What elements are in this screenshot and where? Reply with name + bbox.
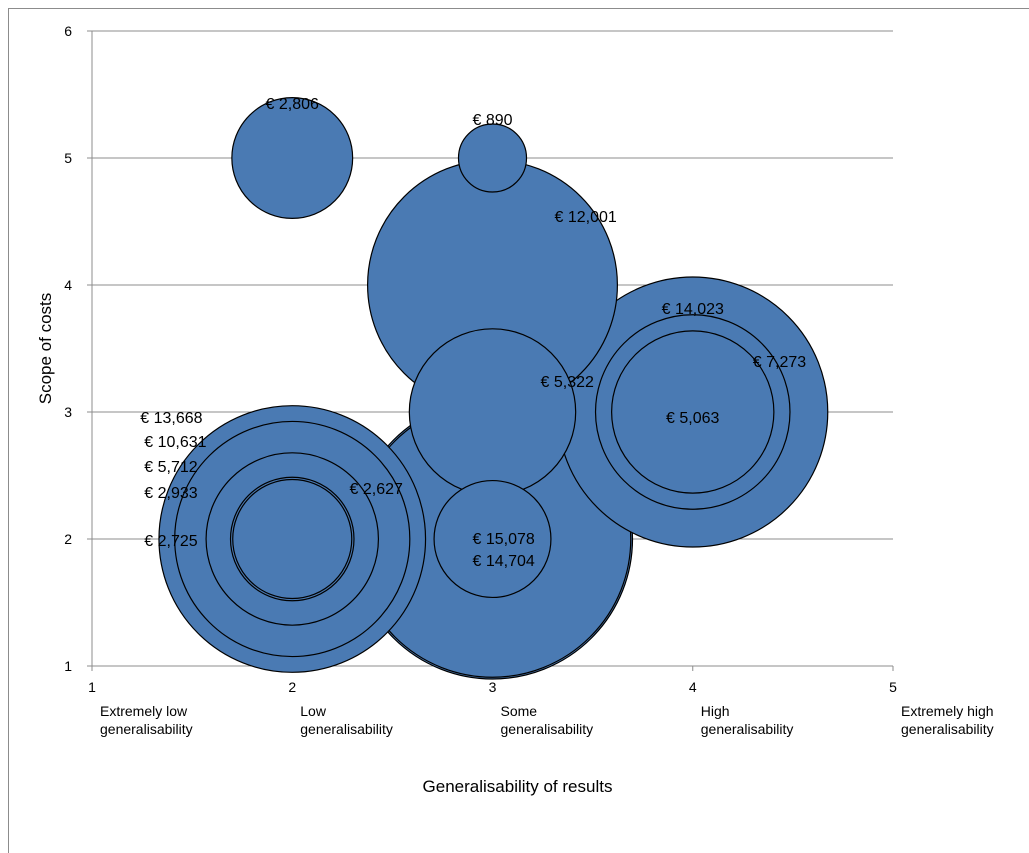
bubble-value-label: € 12,001 bbox=[555, 209, 617, 226]
bubble-value-label: € 2,627 bbox=[350, 481, 403, 498]
y-axis-title: Scope of costs bbox=[36, 293, 55, 405]
y-tick-label: 5 bbox=[64, 150, 72, 166]
bubble-value-label: € 5,322 bbox=[541, 374, 594, 391]
x-axis-title: Generalisability of results bbox=[423, 777, 613, 796]
x-tick-label: 1 bbox=[88, 679, 96, 695]
x-category-label: High generalisability bbox=[701, 703, 794, 737]
y-tick-label: 1 bbox=[64, 658, 72, 674]
bubble-value-label: € 2,806 bbox=[266, 96, 319, 113]
x-category-label: Low generalisability bbox=[300, 703, 393, 737]
x-tick-label: 2 bbox=[288, 679, 296, 695]
y-tick-label: 2 bbox=[64, 531, 72, 547]
bubble bbox=[408, 328, 577, 496]
x-category-label-line: generalisability bbox=[701, 721, 794, 737]
bubble bbox=[457, 123, 528, 193]
x-tick-label: 3 bbox=[489, 679, 497, 695]
bubble-value-label: € 14,023 bbox=[662, 301, 724, 318]
x-category-label-line: generalisability bbox=[300, 721, 393, 737]
bubble-value-label: € 5,712 bbox=[144, 459, 197, 476]
x-tick-label: 4 bbox=[689, 679, 697, 695]
bubble bbox=[433, 479, 552, 599]
y-tick-label: 6 bbox=[64, 23, 72, 39]
x-category-label: Extremely high generalisability bbox=[901, 703, 994, 737]
bubble bbox=[232, 478, 353, 600]
x-category-label-line: Extremely low bbox=[100, 703, 188, 719]
bubble bbox=[611, 330, 775, 494]
bubble-value-label: € 7,273 bbox=[753, 354, 806, 371]
chart-frame bbox=[8, 8, 1029, 853]
bubble-value-label: € 15,078 bbox=[473, 531, 535, 548]
bubble-value-label: € 890 bbox=[472, 112, 512, 129]
x-category-label-line: generalisability bbox=[901, 721, 994, 737]
x-category-label-line: generalisability bbox=[501, 721, 594, 737]
x-category-label-line: Low bbox=[300, 703, 327, 719]
x-category-label: Extremely low generalisability bbox=[100, 703, 193, 737]
x-category-label-line: High bbox=[701, 703, 730, 719]
x-category-label: Some generalisability bbox=[501, 703, 594, 737]
bubble-value-label: € 2,725 bbox=[144, 533, 197, 550]
bubble-value-label: € 2,933 bbox=[144, 485, 197, 502]
x-category-label-line: Some bbox=[501, 703, 538, 719]
bubble-value-label: € 14,704 bbox=[473, 553, 535, 570]
x-tick-label: 5 bbox=[889, 679, 897, 695]
x-category-label-line: Extremely high bbox=[901, 703, 994, 719]
bubble-value-label: € 10,631 bbox=[144, 434, 206, 451]
bubble-value-label: € 5,063 bbox=[666, 410, 719, 427]
bubble bbox=[231, 97, 354, 219]
x-category-label-line: generalisability bbox=[100, 721, 193, 737]
y-tick-label: 4 bbox=[64, 277, 72, 293]
bubble-value-label: € 13,668 bbox=[140, 410, 202, 427]
y-tick-label: 3 bbox=[64, 404, 72, 420]
